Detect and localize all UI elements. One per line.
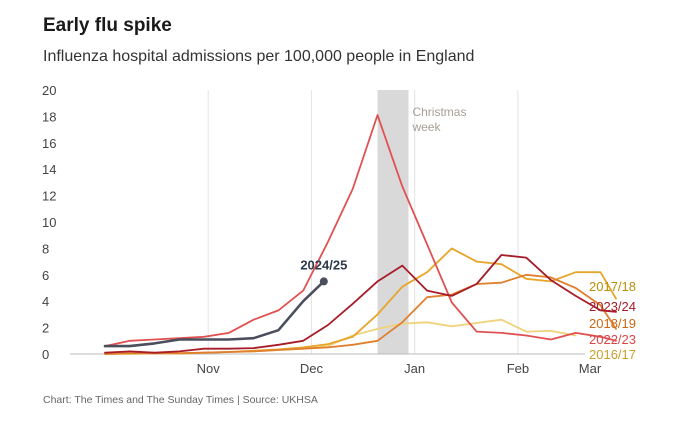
y-tick-label-20: 20 bbox=[42, 83, 56, 98]
x-tick-label-nov: Nov bbox=[197, 361, 221, 376]
y-tick-label-0: 0 bbox=[42, 347, 49, 362]
legend-label-2016-17: 2016/17 bbox=[589, 347, 636, 362]
chart-title: Early flu spike bbox=[43, 15, 172, 36]
x-tick-label-dec: Dec bbox=[300, 361, 324, 376]
y-tick-label-6: 6 bbox=[42, 268, 49, 283]
legend-label-2017-18: 2017/18 bbox=[589, 279, 636, 294]
y-tick-label-10: 10 bbox=[42, 215, 56, 230]
series-line-2024-25 bbox=[103, 280, 326, 348]
y-tick-label-16: 16 bbox=[42, 136, 56, 151]
y-tick-label-14: 14 bbox=[42, 162, 56, 177]
y-tick-label-12: 12 bbox=[42, 189, 56, 204]
y-tick-label-2: 2 bbox=[42, 321, 49, 336]
x-tick-label-feb: Feb bbox=[507, 361, 529, 376]
christmas-week-label-line1: Christmas bbox=[412, 105, 466, 119]
series-line-2016-17 bbox=[104, 318, 577, 355]
legend-label-2023-24: 2023/24 bbox=[589, 299, 636, 314]
x-tick-label-jan: Jan bbox=[404, 361, 425, 376]
series-label-2024-25: 2024/25 bbox=[300, 257, 347, 272]
chart-source: Chart: The Times and The Sunday Times | … bbox=[43, 394, 318, 406]
legend-label-2018-19: 2018/19 bbox=[589, 316, 636, 331]
legend-label-2022-23: 2022/23 bbox=[589, 332, 636, 347]
series-line-2022-23 bbox=[104, 114, 617, 348]
series-line-2018-19 bbox=[104, 273, 617, 355]
chart-subtitle: Influenza hospital admissions per 100,00… bbox=[43, 48, 475, 65]
y-tick-label-4: 4 bbox=[42, 294, 49, 309]
y-tick-label-8: 8 bbox=[42, 241, 49, 256]
y-tick-label-18: 18 bbox=[42, 109, 56, 124]
christmas-week-band bbox=[377, 90, 409, 354]
x-tick-label-mar: Mar bbox=[579, 361, 602, 376]
series-line-2023-24 bbox=[104, 254, 617, 354]
christmas-week-label-line2: week bbox=[411, 120, 441, 134]
series-endpoint-2024-25 bbox=[319, 277, 328, 286]
